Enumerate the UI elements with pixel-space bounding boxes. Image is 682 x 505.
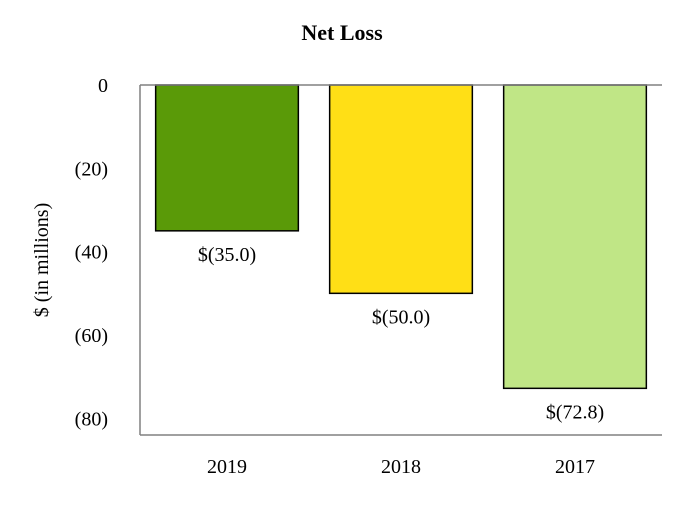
x-categories-group: 2019 2018 2017 xyxy=(207,456,595,478)
y-tick-label: (80) xyxy=(75,408,108,430)
x-tick-2017: 2017 xyxy=(555,456,595,478)
y-tick-label: (40) xyxy=(75,242,108,264)
data-label-2018: $(50.0) xyxy=(372,306,430,328)
y-ticks-group: 0 (20) (40) (60) (80) xyxy=(75,75,108,430)
y-tick-label: 0 xyxy=(98,75,108,97)
data-labels-group: $(35.0) $(50.0) $(72.8) xyxy=(198,244,604,424)
bar-2019 xyxy=(154,84,300,232)
bar-2017 xyxy=(502,84,648,390)
y-tick-label: (20) xyxy=(75,158,108,180)
data-label-2019: $(35.0) xyxy=(198,244,256,266)
bars-group xyxy=(154,84,648,390)
chart-title: Net Loss xyxy=(301,20,383,45)
axes-group xyxy=(139,84,662,436)
bar-2018 xyxy=(328,84,474,295)
x-tick-2019: 2019 xyxy=(207,456,247,478)
data-label-2017: $(72.8) xyxy=(546,401,604,423)
x-tick-2018: 2018 xyxy=(381,456,421,478)
y-tick-label: (60) xyxy=(75,325,108,347)
y-axis-label: $ (in millions) xyxy=(31,203,53,317)
